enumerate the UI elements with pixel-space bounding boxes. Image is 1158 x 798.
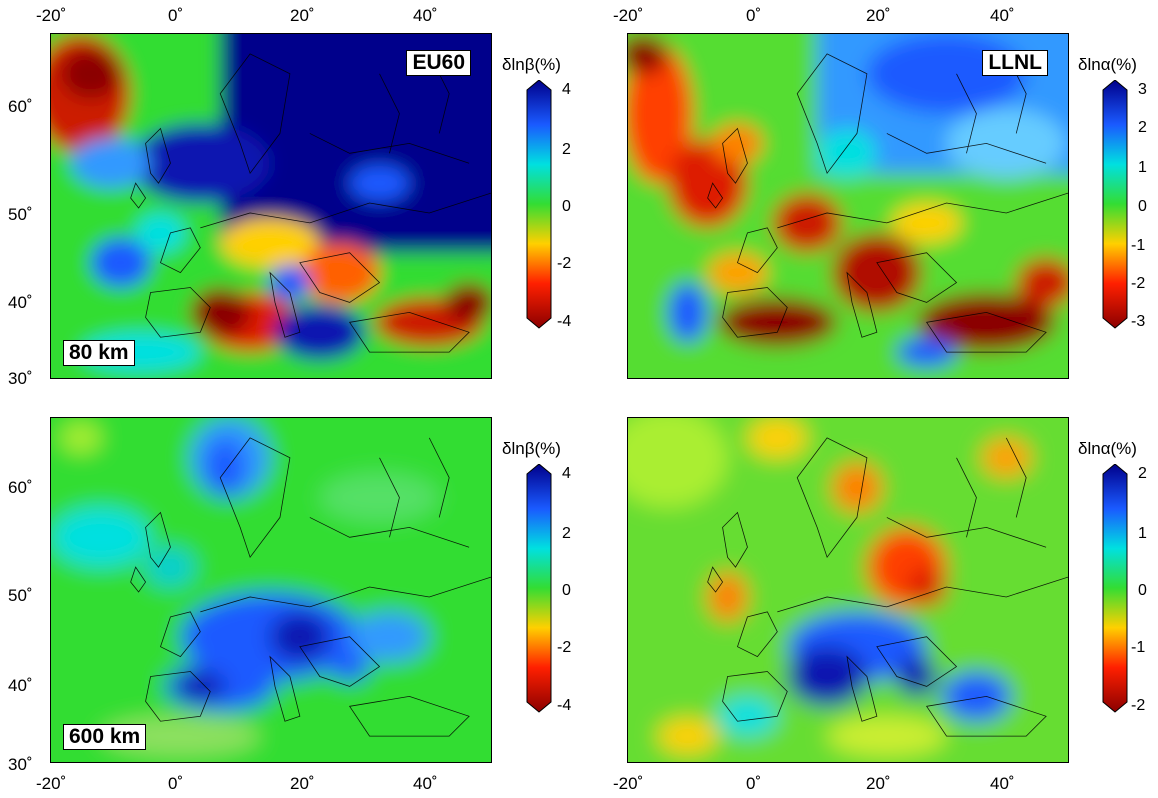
- bottom-xlabel: 40˚: [413, 774, 438, 793]
- coastline-lines: [130, 437, 491, 737]
- model-label: LLNL: [982, 50, 1048, 76]
- map-panel-llnl-600km: [627, 417, 1069, 763]
- top-xlabel: 20˚: [290, 6, 315, 25]
- colorbar-tick: -1: [1131, 237, 1146, 254]
- bottom-xlabel: -20˚: [613, 774, 644, 793]
- bottom-xlabel: 20˚: [290, 774, 315, 793]
- latitude-label: 50˚: [8, 586, 33, 605]
- tomography-map: [628, 34, 1068, 378]
- map-panel-eu60-600km: 600 km: [50, 417, 492, 763]
- colorbar-tick: -1: [1131, 639, 1146, 656]
- colorbar: [526, 80, 552, 329]
- colorbar-title: δlnα(%): [1078, 55, 1137, 74]
- colorbar-tick: 0: [562, 582, 571, 599]
- coastline-lines: [707, 437, 1068, 737]
- coastline-lines: [707, 53, 1068, 353]
- colorbar-tick: -2: [1131, 275, 1146, 292]
- colorbar-tick: 3: [1138, 81, 1147, 98]
- bottom-xlabel: 0˚: [746, 774, 762, 793]
- latitude-label: 40˚: [8, 676, 33, 695]
- latitude-label: 30˚: [8, 369, 33, 388]
- top-xlabel: 0˚: [746, 6, 762, 25]
- colorbar: [1102, 464, 1128, 713]
- latitude-label: 50˚: [8, 205, 33, 224]
- latitude-label: 60˚: [8, 97, 33, 116]
- colorbar-tick: 2: [1138, 465, 1147, 482]
- colorbar-tick: 0: [1138, 582, 1147, 599]
- latitude-label: 60˚: [8, 478, 33, 497]
- tomography-map: [628, 418, 1068, 762]
- coastline-lines: [130, 53, 491, 353]
- colorbar-tick: 0: [1138, 198, 1147, 215]
- top-xlabel: -20˚: [613, 6, 644, 25]
- colorbar: [1102, 80, 1128, 329]
- colorbar-tick: -2: [557, 639, 572, 656]
- tomography-map: [51, 34, 491, 378]
- bottom-xlabel: -20˚: [36, 774, 67, 793]
- colorbar-title: δlnβ(%): [502, 55, 561, 74]
- model-label: EU60: [406, 50, 471, 76]
- colorbar-tick: 2: [562, 525, 571, 542]
- colorbar-tick: -4: [557, 697, 572, 714]
- bottom-xlabel: 40˚: [990, 774, 1015, 793]
- colorbar-tick: 4: [562, 81, 571, 98]
- top-xlabel: 20˚: [866, 6, 891, 25]
- top-xlabel: 40˚: [413, 6, 438, 25]
- bottom-xlabel: 20˚: [866, 774, 891, 793]
- colorbar-title: δlnα(%): [1078, 439, 1137, 458]
- top-xlabel: -20˚: [36, 6, 67, 25]
- latitude-label: 30˚: [8, 755, 33, 774]
- colorbar-tick: 2: [562, 141, 571, 158]
- colorbar-tick: -2: [557, 255, 572, 272]
- colorbar-tick: 0: [562, 198, 571, 215]
- colorbar: [526, 464, 552, 713]
- latitude-label: 40˚: [8, 293, 33, 312]
- top-xlabel: 40˚: [990, 6, 1015, 25]
- colorbar-tick: 1: [1138, 525, 1147, 542]
- colorbar-tick: 1: [1138, 159, 1147, 176]
- depth-label: 80 km: [63, 340, 135, 366]
- colorbar-tick: -3: [1131, 313, 1146, 330]
- colorbar-tick: 4: [562, 465, 571, 482]
- tomography-map: [51, 418, 491, 762]
- colorbar-title: δlnβ(%): [502, 439, 561, 458]
- bottom-xlabel: 0˚: [168, 774, 184, 793]
- depth-label: 600 km: [63, 724, 147, 750]
- map-panel-llnl-80km: LLNL: [627, 33, 1069, 379]
- colorbar-tick: -4: [557, 313, 572, 330]
- colorbar-tick: 2: [1138, 119, 1147, 136]
- top-xlabel: 0˚: [168, 6, 184, 25]
- map-panel-eu60-80km: EU60 80 km: [50, 33, 492, 379]
- colorbar-tick: -2: [1131, 697, 1146, 714]
